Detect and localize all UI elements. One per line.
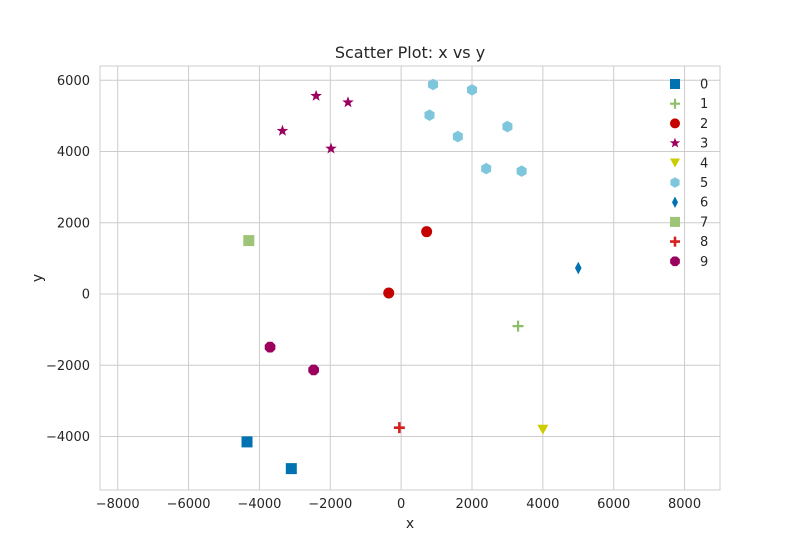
x-tick-label: 6000 [597,497,630,512]
legend-marker [670,79,680,89]
x-axis-label: x [406,516,414,532]
legend-label: 7 [700,215,708,230]
y-tick-label: 4000 [57,145,90,160]
series-1 [512,320,524,332]
data-point [428,78,439,91]
legend-label: 4 [700,156,708,171]
data-point [243,235,255,247]
data-point [276,124,289,136]
data-point [516,165,527,177]
series-0 [241,436,297,475]
grid-lines [100,66,720,490]
x-tick-label: −4000 [237,497,281,512]
legend-marker [670,236,680,247]
data-point [308,364,319,376]
data-point [310,89,322,101]
series-3 [276,89,354,154]
data-point [452,130,463,143]
series-6 [574,261,582,275]
series-7 [243,235,255,247]
legend-label: 0 [700,78,708,93]
data-point [342,96,354,108]
series-4 [537,424,549,435]
data-point [264,341,276,353]
data-point [574,261,582,275]
series-9 [264,341,319,376]
data-point [383,287,395,299]
data-point [241,436,253,448]
legend-marker [670,177,680,188]
data-point [481,162,492,175]
legend-marker [670,216,680,227]
x-tick-label: 0 [397,497,405,512]
legend-marker [670,98,680,109]
data-point [393,422,405,434]
legend-label: 5 [700,176,708,191]
data-point [537,424,549,435]
legend-marker [670,158,680,168]
x-tick-label: −6000 [167,497,211,512]
y-axis-label: y [30,274,46,282]
legend-label: 6 [700,196,708,211]
x-tick-label: 8000 [668,497,701,512]
data-point [502,120,513,133]
x-tick-label: 2000 [455,497,488,512]
data-points [241,78,582,475]
y-tick-label: 2000 [57,216,90,231]
data-point [285,463,297,475]
legend-label: 1 [700,97,708,112]
y-tick-label: −2000 [46,359,90,374]
legend: 0 1 2 3 4 5 6 7 8 9 [669,78,708,270]
legend-label: 8 [700,235,708,250]
legend-marker [670,256,680,267]
chart-title: Scatter Plot: x vs y [335,43,485,62]
series-5 [424,78,527,177]
legend-marker [672,196,678,208]
y-tick-label: −4000 [46,430,90,445]
data-point [512,320,524,332]
tick-labels: −8000 −6000 −4000 −2000 0 2000 4000 6000 8000 −40… [46,74,701,512]
y-tick-label: 6000 [57,74,90,89]
plot-area [100,66,720,490]
series-2 [383,226,433,299]
series-8 [393,422,405,434]
x-tick-label: −8000 [96,497,140,512]
legend-marker [670,118,680,129]
y-tick-label: 0 [82,288,90,303]
legend-marker [669,137,681,148]
legend-label: 3 [700,137,708,152]
data-point [325,142,337,154]
x-tick-label: 4000 [526,497,559,512]
x-tick-label: −2000 [308,497,352,512]
plot-frame [99,65,721,491]
legend-label: 2 [700,117,708,132]
data-point [421,226,433,238]
data-point [467,84,477,96]
data-point [424,109,435,121]
legend-label: 9 [700,255,708,270]
